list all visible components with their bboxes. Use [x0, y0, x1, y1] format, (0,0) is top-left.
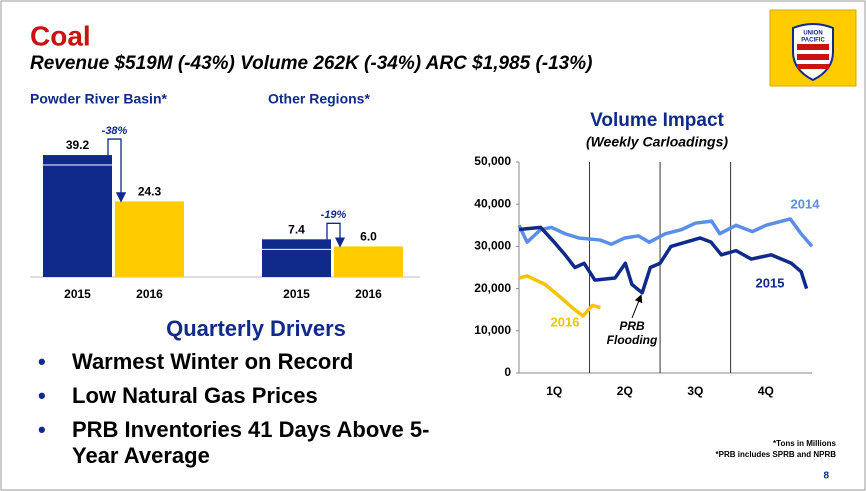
page-number: 8	[823, 471, 829, 482]
bar	[262, 239, 331, 277]
chart-title: Volume Impact	[590, 110, 724, 131]
x-tick-label: 2015	[64, 287, 91, 301]
logo-stripe	[797, 44, 829, 50]
change-label: -38%	[102, 125, 128, 137]
x-tick-label: 2015	[283, 287, 310, 301]
y-tick-label: 20,000	[474, 281, 511, 295]
y-tick-label: 50,000	[474, 154, 511, 168]
x-tick-label: 3Q	[687, 384, 703, 398]
series-label: 2014	[791, 196, 821, 211]
logo: UNION PACIFIC	[769, 9, 857, 87]
x-tick-label: 4Q	[758, 384, 774, 398]
change-bracket	[107, 138, 127, 203]
value-label: 7.4	[288, 222, 305, 236]
bullet: Low Natural Gas Prices	[36, 383, 436, 409]
series-line	[517, 217, 814, 248]
y-tick-label: 30,000	[474, 239, 511, 253]
annotation: PRB Flooding	[607, 319, 658, 347]
footnote: *PRB includes SPRB and NPRB	[716, 450, 837, 459]
change-bracket	[326, 222, 346, 248]
chart-subtitle: (Weekly Carloadings)	[586, 134, 728, 150]
slide-subtitle: Revenue $519M (-43%) Volume 262K (-34%) …	[30, 53, 592, 74]
slide-title: Coal	[30, 20, 91, 51]
bullet: PRB Inventories 41 Days Above 5-Year Ave…	[36, 417, 436, 469]
value-label: 6.0	[360, 230, 377, 244]
bar	[115, 201, 184, 277]
section-title: Quarterly Drivers	[166, 316, 346, 341]
series-line	[518, 225, 809, 295]
series-label: 2016	[551, 314, 580, 329]
x-tick-label: 2Q	[617, 384, 633, 398]
x-tick-label: 2016	[355, 287, 382, 301]
chart-title: Other Regions*	[268, 91, 370, 107]
bullet-list: Warmest Winter on Record Low Natural Gas…	[36, 349, 436, 477]
value-label: 24.3	[138, 185, 162, 199]
bullet: Warmest Winter on Record	[36, 349, 436, 375]
annotation-line: PRB	[619, 319, 645, 333]
bar	[43, 155, 112, 277]
x-tick-label: 1Q	[546, 384, 562, 398]
bar	[334, 246, 403, 277]
series-line	[518, 274, 601, 318]
series-label: 2015	[756, 275, 785, 290]
logo-text: UNION	[803, 31, 822, 37]
annotation-line: Flooding	[607, 333, 658, 347]
footnote: *Tons in Millions	[773, 439, 837, 448]
logo-stripe	[797, 54, 829, 60]
change-label: -19%	[321, 209, 347, 221]
value-label: 39.2	[66, 138, 90, 152]
chart-title: Powder River Basin*	[30, 91, 167, 107]
y-tick-label: 10,000	[474, 323, 511, 337]
y-tick-label: 0	[504, 365, 511, 379]
logo-text: PACIFIC	[801, 38, 825, 44]
x-tick-label: 2016	[136, 287, 163, 301]
logo-stripe	[797, 64, 829, 69]
annotation-arrow	[631, 294, 643, 319]
y-tick-label: 40,000	[474, 196, 511, 210]
